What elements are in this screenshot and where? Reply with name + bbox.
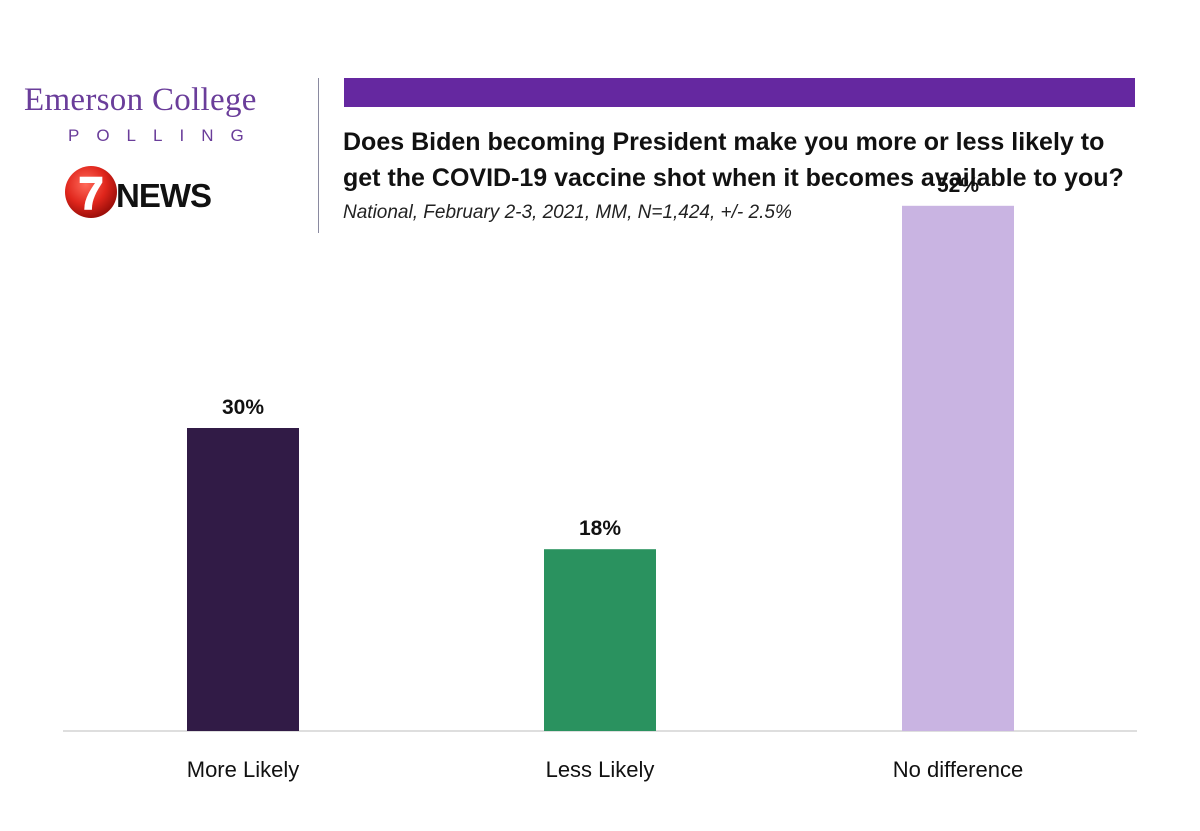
7news-number: 7 xyxy=(78,167,104,219)
bar-value-label-1: 18% xyxy=(579,517,621,540)
chart-subtitle: National, February 2-3, 2021, MM, N=1,42… xyxy=(343,202,792,223)
chart-title: Does Biden becoming President make you m… xyxy=(343,124,1163,196)
category-label-2: No difference xyxy=(893,757,1023,782)
bar-2 xyxy=(902,205,1014,732)
logo-block: Emerson College POLLING 7 NEWS xyxy=(0,0,320,240)
bar-value-label-2: 52% xyxy=(937,174,979,197)
7news-logo: 7 NEWS xyxy=(65,166,212,220)
bar-0 xyxy=(187,428,299,731)
category-label-1: Less Likely xyxy=(546,757,655,782)
title-accent-bar xyxy=(344,78,1135,107)
bar-1 xyxy=(544,549,656,731)
chart-title-line-2: get the COVID-19 vaccine shot when it be… xyxy=(343,164,1124,192)
header-divider xyxy=(318,78,319,233)
7news-name: NEWS xyxy=(116,177,211,214)
bar-value-label-0: 30% xyxy=(222,396,264,419)
polling-logo-text: POLLING xyxy=(68,126,261,145)
category-label-0: More Likely xyxy=(187,757,299,782)
chart-title-line-1: Does Biden becoming President make you m… xyxy=(343,128,1105,156)
emerson-college-logo-text: Emerson College xyxy=(24,82,257,118)
7news-ball-icon xyxy=(65,166,117,218)
